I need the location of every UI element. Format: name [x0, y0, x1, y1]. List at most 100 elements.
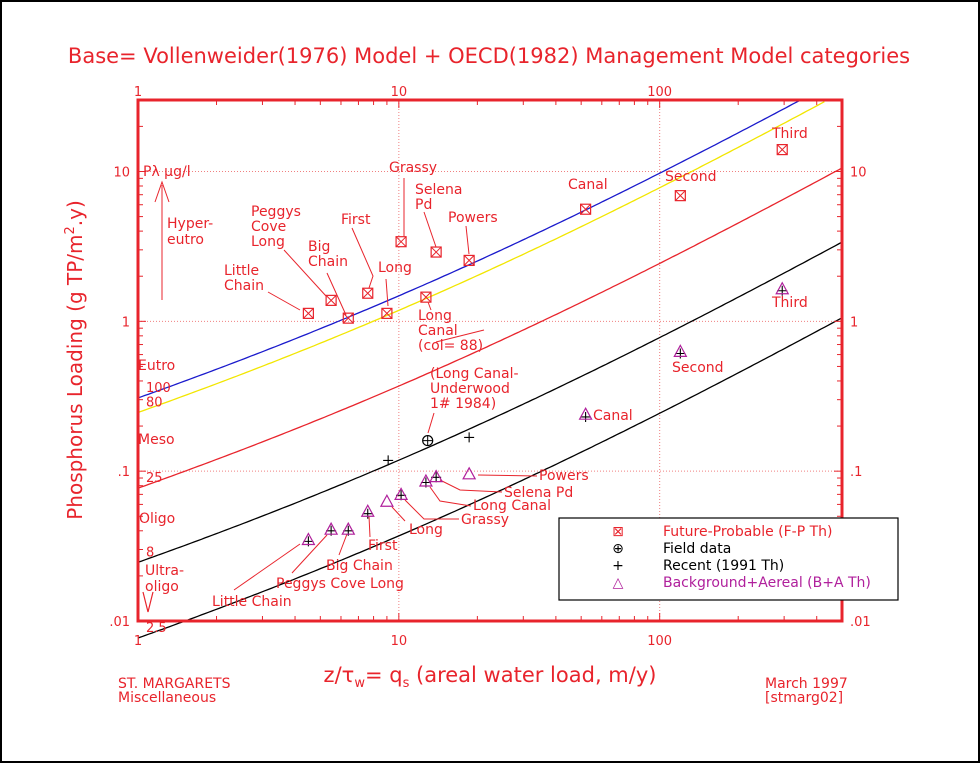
box-marker [362, 287, 374, 299]
point-triangle [341, 521, 356, 535]
data-points [301, 143, 790, 547]
point-triangle [360, 504, 375, 517]
fp-label: Long [418, 308, 452, 324]
fp-label: Little [224, 263, 259, 279]
ba-leader [233, 543, 301, 591]
p-lambda-label: Pλ μg/l [143, 164, 191, 180]
point-plus [383, 455, 394, 466]
field-data-label: 1# 1984) [430, 396, 496, 412]
box-cross [420, 291, 432, 303]
point-boxed-x [325, 294, 337, 306]
ba-label: Third [771, 295, 808, 311]
ba-label: Powers [539, 468, 589, 484]
box-marker [580, 203, 592, 215]
ba-leader [429, 486, 472, 507]
fp-label: Selena [415, 182, 462, 198]
point-triangle [673, 344, 688, 357]
curve-label-100: 100 [146, 381, 171, 396]
fp-label: Big [308, 239, 330, 255]
fp-label: Chain [224, 278, 264, 294]
box-marker [776, 143, 788, 156]
x-tick-label-bottom: 100 [647, 634, 672, 649]
box-cross [325, 295, 337, 306]
point-triangle [462, 466, 477, 480]
fp-label: Second [665, 169, 717, 185]
ba-label: Long [409, 522, 443, 538]
point-boxed-x [430, 246, 442, 258]
legend-label: Future-Probable (F-P Th) [663, 524, 833, 540]
point-boxed-x [381, 307, 393, 319]
fp-leader [326, 272, 347, 316]
fp-leader [351, 227, 374, 289]
zone-label: Hyper- [167, 216, 213, 232]
legend-label: Field data [663, 541, 731, 557]
box-cross [580, 203, 591, 215]
y-tick-label-left: .1 [118, 465, 130, 480]
legend-box [558, 517, 899, 601]
long-canal-leader [435, 329, 485, 343]
field-data-label: Underwood [430, 381, 510, 397]
zone-label: Eutro [138, 358, 175, 374]
fp-label: First [341, 212, 371, 228]
ba-label: Little Chain [212, 594, 292, 610]
fp-leader [267, 291, 301, 311]
box-cross [776, 144, 788, 155]
leader-lines [233, 178, 538, 591]
footer-location: ST. MARGARETS [118, 676, 231, 692]
box-cross [362, 287, 374, 299]
point-plus [580, 411, 591, 422]
point-triangle [324, 521, 339, 535]
footer-category: Miscellaneous [118, 690, 216, 706]
zone-label: eutro [167, 232, 204, 248]
point-boxed-x [674, 190, 686, 202]
box-marker [674, 190, 686, 202]
zone-label: Oligo [139, 511, 175, 527]
fp-leader [423, 211, 437, 248]
footer-file-id: [stmarg02] [765, 690, 843, 706]
curve-label-25: 25 [146, 471, 163, 486]
model-curve-8 [137, 241, 843, 563]
legend-label: Background+Aereal (B+A Th) [663, 575, 871, 591]
ba-label: Long Canal [473, 498, 551, 514]
box-marker [430, 246, 442, 258]
field-data-label: (Long Canal- [430, 366, 519, 382]
zone-label: Meso [138, 432, 175, 448]
fp-label: Canal [568, 177, 608, 193]
ba-label: Selena Pd [504, 485, 573, 501]
ba-leader [439, 479, 503, 493]
box-marker [381, 307, 393, 319]
grid [138, 100, 842, 621]
ultra-arrow-icon [142, 591, 154, 613]
fp-label: (col= 88) [418, 338, 483, 354]
x-tick-label-top: 1 [134, 85, 142, 100]
y-tick-label-right: 1 [850, 315, 858, 330]
box-marker [342, 312, 354, 324]
point-plus [464, 432, 475, 443]
curve-label-8: 8 [146, 545, 154, 560]
ba-label: Canal [593, 408, 633, 424]
point-triangle [394, 487, 409, 500]
point-triangle [301, 532, 316, 546]
fp-leader [283, 249, 327, 297]
fp-label: Cove [251, 219, 286, 235]
box-marker [302, 307, 314, 319]
curve-label-2.5: 2.5 [146, 621, 167, 636]
x-tick-label-top: 10 [391, 85, 408, 100]
hyper-arrow-head [154, 180, 170, 203]
fp-label: Powers [448, 210, 498, 226]
box-cross [463, 255, 475, 266]
y-tick-label-left: 10 [113, 165, 130, 180]
point-boxed-x [420, 291, 432, 303]
box-marker [395, 236, 407, 248]
y-tick-label-right: .01 [850, 615, 871, 630]
legend-symbol-icon: △ [613, 575, 624, 591]
box-cross [381, 308, 393, 319]
fp-label: Chain [308, 254, 348, 270]
ba-leader [291, 534, 328, 574]
fp-label: Long [251, 234, 285, 250]
ba-label: Peggys Cove Long [276, 576, 404, 592]
y-tick-label-right: 10 [850, 165, 867, 180]
fp-label: Peggys [251, 204, 301, 220]
